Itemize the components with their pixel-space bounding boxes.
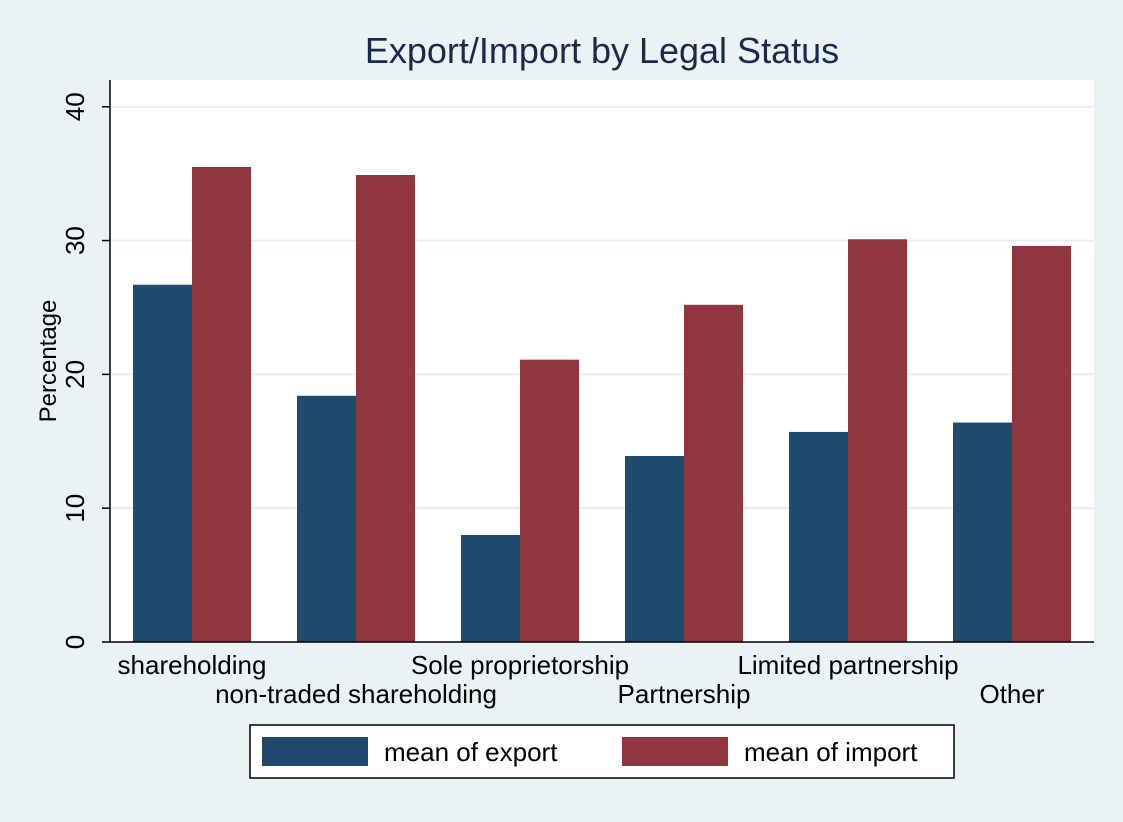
legend-label-export: mean of export [384,737,558,767]
bar-import [1012,245,1071,642]
y-tick-label: 30 [60,226,90,255]
x-category-label: Sole proprietorship [411,650,629,680]
x-category-label: Limited partnership [737,650,958,680]
bar-export [133,284,192,642]
y-tick-label: 40 [60,92,90,121]
legend: mean of export mean of import [249,724,955,779]
bar-import [356,175,415,642]
y-tick-label: 20 [60,360,90,389]
bar-export [789,431,848,642]
x-category-label: Partnership [618,679,751,709]
bar-export [953,422,1012,642]
bar-import [848,239,907,642]
chart-title: Export/Import by Legal Status [365,30,839,71]
grid-lines [110,105,1094,510]
bar-export [461,534,520,642]
y-tick-label: 10 [60,494,90,523]
plot-area [110,80,1094,642]
y-axis-title: Percentage [35,300,62,423]
legend-swatch-import [622,737,728,766]
bar-import [684,304,743,642]
x-category-label: Other [979,679,1044,709]
bar-export [297,395,356,642]
bar-import [192,166,251,642]
bar-export [625,456,684,642]
bars [133,166,1071,642]
x-category-label: non-traded shareholding [215,679,497,709]
y-ticks: 0 10 20 30 40 [60,92,110,649]
legend-label-import: mean of import [744,737,918,767]
x-category-label: shareholding [118,650,267,680]
legend-swatch-export [262,737,368,766]
y-tick-label: 0 [60,635,90,649]
bar-import [520,359,579,642]
axes [109,80,1094,643]
